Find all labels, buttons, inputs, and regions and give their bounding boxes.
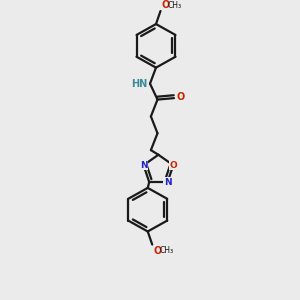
Text: O: O (153, 246, 162, 256)
Text: CH₃: CH₃ (168, 1, 182, 10)
Text: CH₃: CH₃ (159, 246, 174, 255)
Text: O: O (169, 161, 177, 170)
Text: O: O (176, 92, 184, 102)
Text: N: N (140, 161, 147, 170)
Text: N: N (164, 178, 171, 187)
Text: O: O (162, 0, 170, 10)
Text: HN: HN (131, 79, 147, 88)
